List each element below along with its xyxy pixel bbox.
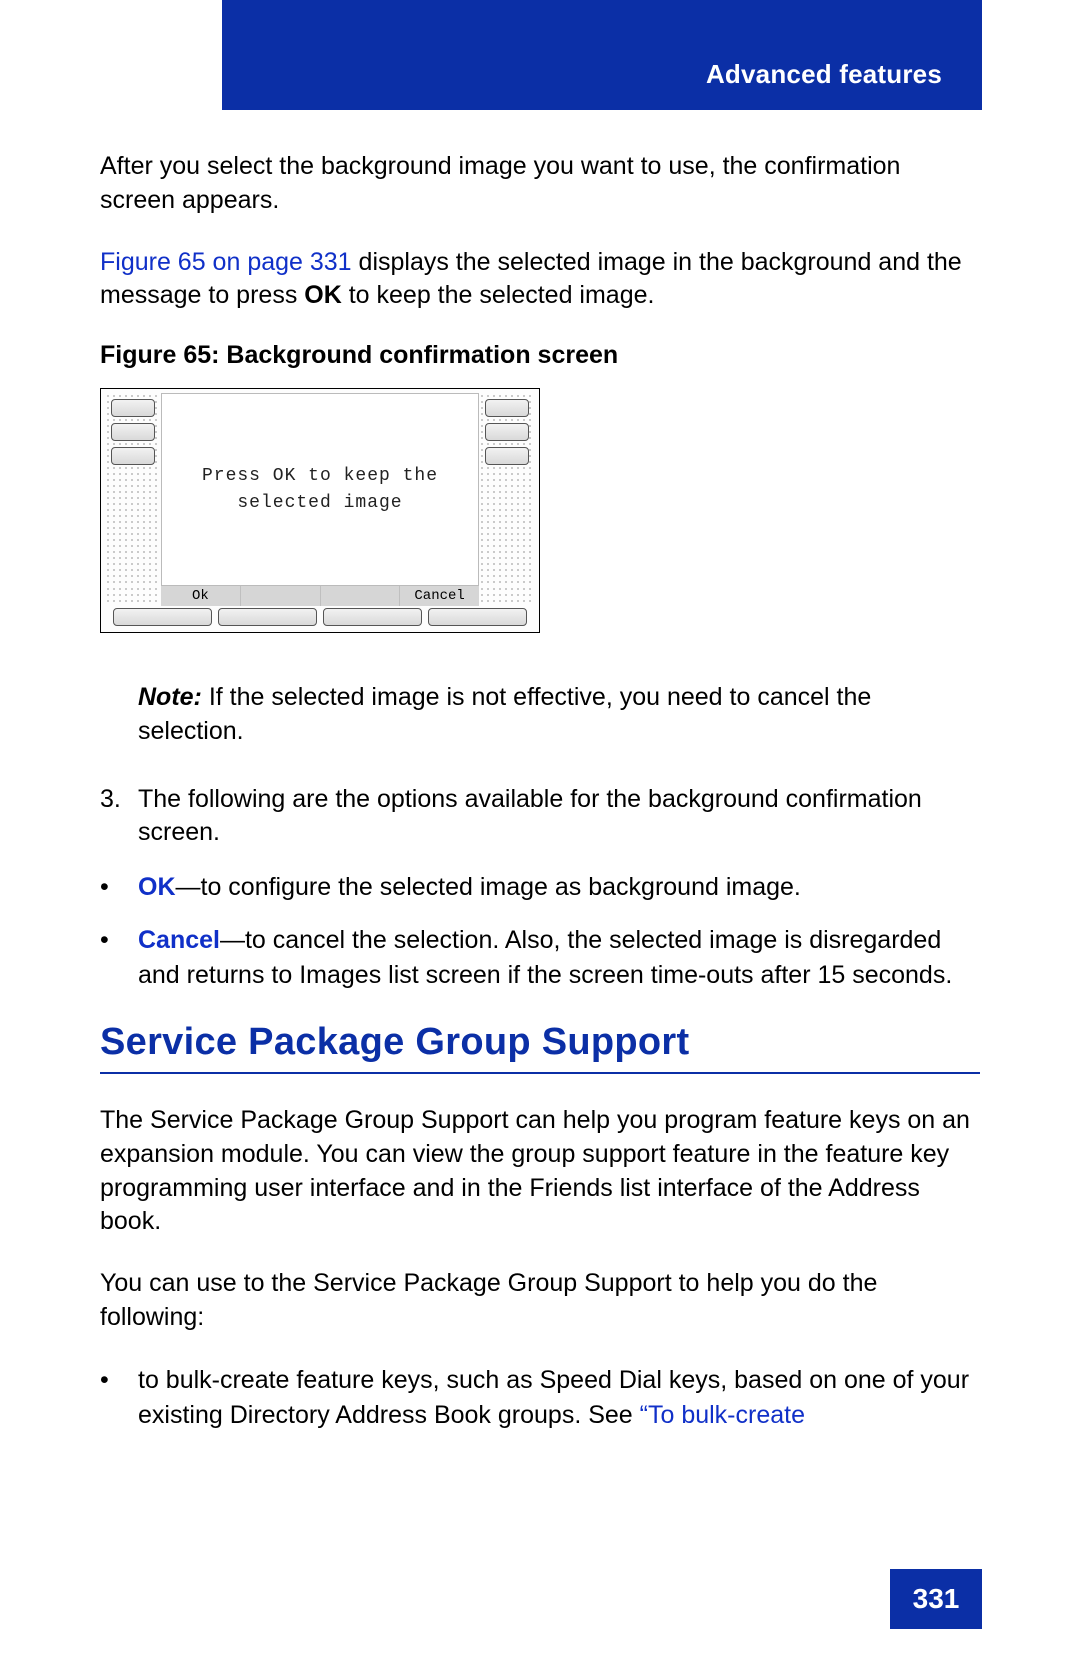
step-number: 3. bbox=[100, 783, 138, 851]
figure-ref-link[interactable]: Figure 65 on page 331 bbox=[100, 248, 352, 276]
intro-paragraph-1: After you select the background image yo… bbox=[100, 150, 980, 218]
confirmation-screen-figure: Press OK to keep the selected image Ok C… bbox=[100, 388, 540, 633]
option-ok-desc: —to configure the selected image as back… bbox=[176, 873, 801, 901]
softkey-row: Ok Cancel bbox=[105, 586, 535, 628]
side-key bbox=[485, 447, 529, 465]
header-bar: Advanced features bbox=[222, 0, 982, 110]
option-cancel-term: Cancel bbox=[138, 926, 220, 954]
side-keys-right bbox=[479, 393, 535, 586]
hard-softkeys bbox=[105, 608, 535, 626]
option-cancel: Cancel—to cancel the selection. Also, th… bbox=[100, 923, 980, 993]
option-ok-term: OK bbox=[138, 873, 176, 901]
header-title: Advanced features bbox=[706, 59, 942, 90]
intro-p2-end: to keep the selected image. bbox=[342, 281, 655, 309]
option-cancel-desc: —to cancel the selection. Also, the sele… bbox=[138, 926, 952, 989]
side-key bbox=[111, 399, 155, 417]
softkey-ok: Ok bbox=[161, 586, 241, 606]
step-text: The following are the options available … bbox=[138, 783, 980, 851]
screen-message-line2: selected image bbox=[237, 493, 402, 513]
note-block: Note: If the selected image is not effec… bbox=[138, 681, 980, 749]
note-label: Note: bbox=[138, 683, 202, 711]
body-p1: The Service Package Group Support can he… bbox=[100, 1104, 980, 1239]
softkey-labels: Ok Cancel bbox=[161, 586, 479, 606]
step-3: 3. The following are the options availab… bbox=[100, 783, 980, 851]
note-text: If the selected image is not effective, … bbox=[138, 683, 871, 745]
hard-softkey bbox=[218, 608, 317, 626]
option-ok: OK—to configure the selected image as ba… bbox=[100, 870, 980, 905]
body-bullets: to bulk-create feature keys, such as Spe… bbox=[100, 1363, 980, 1433]
body-bullet-1: to bulk-create feature keys, such as Spe… bbox=[100, 1363, 980, 1433]
intro-paragraph-2: Figure 65 on page 331 displays the selec… bbox=[100, 246, 980, 314]
softkey-blank bbox=[241, 586, 321, 606]
side-key bbox=[111, 423, 155, 441]
intro-p2-ok: OK bbox=[304, 281, 342, 309]
figure-caption: Figure 65: Background confirmation scree… bbox=[100, 341, 980, 370]
side-keys-left bbox=[105, 393, 161, 586]
softkey-pad-left bbox=[105, 586, 161, 606]
options-list: OK—to configure the selected image as ba… bbox=[100, 870, 980, 993]
bulk-create-link[interactable]: “To bulk-create bbox=[640, 1401, 805, 1429]
side-key bbox=[485, 423, 529, 441]
hard-softkey bbox=[428, 608, 527, 626]
page-number: 331 bbox=[913, 1583, 960, 1615]
body-bullet-1-text: to bulk-create feature keys, such as Spe… bbox=[138, 1366, 969, 1429]
screen-center-pane: Press OK to keep the selected image bbox=[161, 393, 479, 586]
hard-softkey bbox=[113, 608, 212, 626]
softkey-pad-right bbox=[479, 586, 535, 606]
side-key bbox=[485, 399, 529, 417]
softkey-blank bbox=[321, 586, 401, 606]
body-p2: You can use to the Service Package Group… bbox=[100, 1267, 980, 1335]
side-key bbox=[111, 447, 155, 465]
screen-message-line1: Press OK to keep the bbox=[202, 466, 438, 486]
page-number-box: 331 bbox=[890, 1569, 982, 1629]
hard-softkey bbox=[323, 608, 422, 626]
section-heading: Service Package Group Support bbox=[100, 1021, 980, 1074]
softkey-cancel: Cancel bbox=[400, 586, 479, 606]
page-content: After you select the background image yo… bbox=[100, 150, 980, 1451]
screen-message: Press OK to keep the selected image bbox=[202, 463, 438, 517]
